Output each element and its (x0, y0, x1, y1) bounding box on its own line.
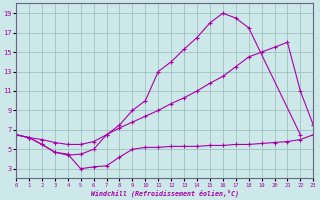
X-axis label: Windchill (Refroidissement éolien,°C): Windchill (Refroidissement éolien,°C) (91, 189, 239, 197)
